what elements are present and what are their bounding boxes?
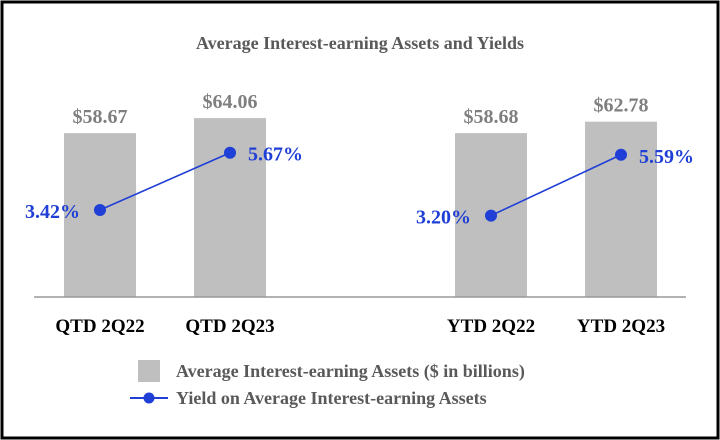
x-tick-label-3: YTD 2Q23 (577, 316, 665, 337)
bar-value-label-1: $64.06 (203, 91, 258, 113)
yield-line-1 (490, 154, 622, 217)
yield-point-3 (615, 148, 627, 161)
bar-value-label-3: $62.78 (594, 95, 649, 117)
x-tick-label-2: YTD 2Q22 (447, 316, 535, 337)
legend-swatch-marker (143, 392, 155, 404)
yield-point-2 (485, 209, 497, 222)
legend-swatch-bar (138, 360, 160, 382)
yield-label-2: 3.20% (416, 207, 471, 229)
yield-point-0 (94, 203, 106, 216)
yield-line-0 (99, 151, 231, 211)
legend: Average Interest-earning Assets ($ in bi… (130, 360, 525, 408)
yield-label-1: 5.67% (248, 144, 303, 166)
bar-value-label-2: $58.68 (464, 106, 519, 128)
bar-value-label-0: $58.67 (73, 106, 128, 128)
legend-label-line: Yield on Average Interest-earning Assets (176, 388, 487, 408)
x-tick-label-1: QTD 2Q23 (185, 316, 274, 337)
yield-label-0: 3.42% (25, 201, 80, 223)
x-tick-label-0: QTD 2Q22 (55, 316, 144, 337)
legend-label-bar: Average Interest-earning Assets ($ in bi… (176, 361, 525, 382)
yield-point-1 (224, 146, 236, 159)
plot-area: $58.67 $64.06 $58.68 $62.78 QTD 2Q22 QTD 2Q23… (25, 91, 694, 337)
chart-title: Average Interest-earning Assets and Yiel… (196, 33, 524, 53)
yield-label-3: 5.59% (639, 146, 694, 168)
